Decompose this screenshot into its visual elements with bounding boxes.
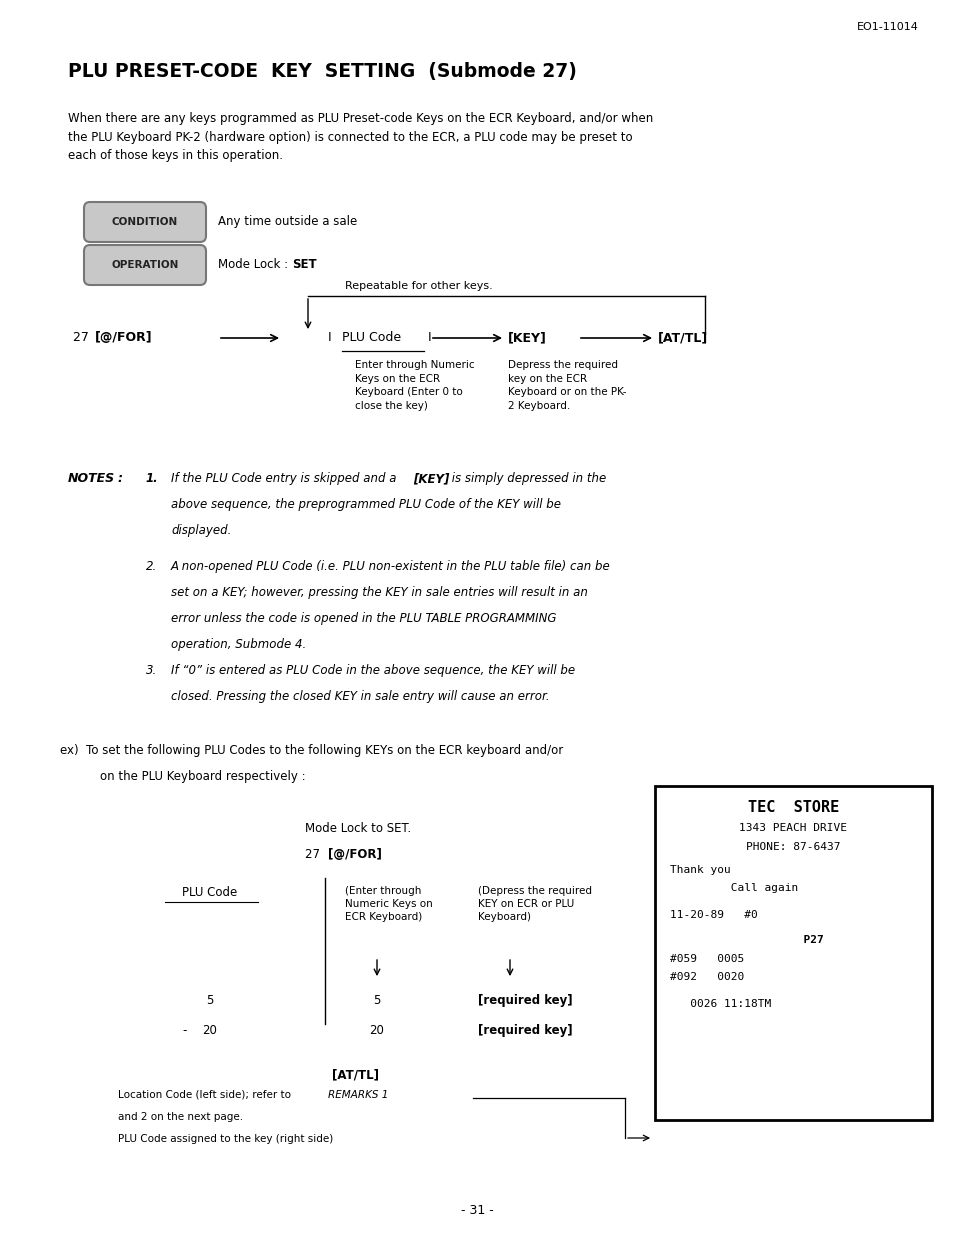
Text: PLU Code assigned to the key (right side): PLU Code assigned to the key (right side… bbox=[118, 1134, 333, 1144]
Text: EO1-11014: EO1-11014 bbox=[856, 22, 918, 32]
Text: above sequence, the preprogrammed PLU Code of the KEY will be: above sequence, the preprogrammed PLU Co… bbox=[171, 498, 560, 510]
Text: PHONE: 87-6437: PHONE: 87-6437 bbox=[745, 843, 840, 852]
Text: Mode Lock :: Mode Lock : bbox=[218, 259, 292, 271]
Text: Mode Lock to SET.: Mode Lock to SET. bbox=[305, 821, 411, 835]
Text: [required key]: [required key] bbox=[477, 994, 572, 1007]
Text: - 31 -: - 31 - bbox=[460, 1204, 493, 1217]
Text: 27: 27 bbox=[305, 847, 323, 861]
Text: SET: SET bbox=[292, 259, 316, 271]
Text: :: : bbox=[118, 472, 128, 484]
Text: on the PLU Keyboard respectively :: on the PLU Keyboard respectively : bbox=[100, 769, 305, 783]
Text: [AT/TL]: [AT/TL] bbox=[658, 332, 707, 344]
Text: -: - bbox=[182, 1023, 186, 1037]
Text: NOTES: NOTES bbox=[68, 472, 115, 484]
Text: [AT/TL]: [AT/TL] bbox=[332, 1068, 378, 1080]
Text: (Depress the required
KEY on ECR or PLU
Keyboard): (Depress the required KEY on ECR or PLU … bbox=[477, 886, 592, 922]
Text: Depress the required
key on the ECR
Keyboard or on the PK-
2 Keyboard.: Depress the required key on the ECR Keyb… bbox=[507, 361, 626, 411]
Text: TEC  STORE: TEC STORE bbox=[747, 800, 839, 815]
Text: 1343 PEACH DRIVE: 1343 PEACH DRIVE bbox=[739, 823, 846, 833]
Text: #092   0020: #092 0020 bbox=[669, 973, 743, 983]
Text: PLU PRESET-CODE  KEY  SETTING  (Submode 27): PLU PRESET-CODE KEY SETTING (Submode 27) bbox=[68, 62, 577, 81]
Text: OPERATION: OPERATION bbox=[112, 260, 178, 270]
Text: Repeatable for other keys.: Repeatable for other keys. bbox=[345, 281, 493, 291]
Text: PLU Code: PLU Code bbox=[182, 886, 237, 900]
FancyBboxPatch shape bbox=[84, 202, 206, 242]
Text: [@/FOR]: [@/FOR] bbox=[95, 332, 152, 344]
Text: 1.: 1. bbox=[146, 472, 158, 484]
Text: 20: 20 bbox=[202, 1023, 217, 1037]
Text: set on a KEY; however, pressing the KEY in sale entries will result in an: set on a KEY; however, pressing the KEY … bbox=[171, 586, 587, 598]
Text: If the PLU Code entry is skipped and a: If the PLU Code entry is skipped and a bbox=[171, 472, 400, 484]
Text: [required key]: [required key] bbox=[477, 1023, 572, 1037]
Text: operation, Submode 4.: operation, Submode 4. bbox=[171, 638, 306, 650]
Text: P27: P27 bbox=[762, 935, 823, 945]
Text: error unless the code is opened in the PLU TABLE PROGRAMMING: error unless the code is opened in the P… bbox=[171, 612, 556, 624]
Text: closed. Pressing the closed KEY in sale entry will cause an error.: closed. Pressing the closed KEY in sale … bbox=[171, 690, 549, 703]
Text: 3.: 3. bbox=[146, 664, 157, 676]
Text: 5: 5 bbox=[206, 994, 213, 1007]
Text: ex)  To set the following PLU Codes to the following KEYs on the ECR keyboard an: ex) To set the following PLU Codes to th… bbox=[60, 743, 562, 757]
Text: 2.: 2. bbox=[146, 560, 157, 572]
Text: [KEY]: [KEY] bbox=[413, 472, 449, 484]
Text: I: I bbox=[423, 332, 431, 344]
Text: 0026 11:18TM: 0026 11:18TM bbox=[669, 1000, 770, 1010]
Text: and 2 on the next page.: and 2 on the next page. bbox=[118, 1111, 243, 1123]
Text: CONDITION: CONDITION bbox=[112, 217, 178, 227]
Bar bbox=[655, 786, 931, 1120]
Text: 11-20-89   #0: 11-20-89 #0 bbox=[669, 911, 757, 921]
Text: [@/FOR]: [@/FOR] bbox=[328, 847, 381, 861]
Text: If “0” is entered as PLU Code in the above sequence, the KEY will be: If “0” is entered as PLU Code in the abo… bbox=[171, 664, 575, 676]
Text: [KEY]: [KEY] bbox=[507, 332, 546, 344]
Text: A non-opened PLU Code (i.e. PLU non-existent in the PLU table file) can be: A non-opened PLU Code (i.e. PLU non-exis… bbox=[171, 560, 610, 572]
Text: Call again: Call again bbox=[669, 883, 798, 893]
Text: Location Code (left side); refer to: Location Code (left side); refer to bbox=[118, 1090, 294, 1100]
Text: displayed.: displayed. bbox=[171, 524, 232, 536]
Text: I: I bbox=[328, 332, 335, 344]
Text: is simply depressed in the: is simply depressed in the bbox=[448, 472, 605, 484]
Text: REMARKS 1: REMARKS 1 bbox=[328, 1090, 388, 1100]
Text: PLU Code: PLU Code bbox=[341, 332, 400, 344]
Text: 27: 27 bbox=[73, 332, 92, 344]
Text: 20: 20 bbox=[369, 1023, 384, 1037]
Text: Thank you: Thank you bbox=[669, 865, 730, 875]
Text: When there are any keys programmed as PLU Preset-code Keys on the ECR Keyboard, : When there are any keys programmed as PL… bbox=[68, 112, 653, 162]
Text: 5: 5 bbox=[373, 994, 380, 1007]
Text: #059   0005: #059 0005 bbox=[669, 954, 743, 964]
FancyBboxPatch shape bbox=[84, 245, 206, 285]
Text: Enter through Numeric
Keys on the ECR
Keyboard (Enter 0 to
close the key): Enter through Numeric Keys on the ECR Ke… bbox=[355, 361, 475, 411]
Text: Any time outside a sale: Any time outside a sale bbox=[218, 216, 356, 228]
Text: (Enter through
Numeric Keys on
ECR Keyboard): (Enter through Numeric Keys on ECR Keybo… bbox=[345, 886, 433, 922]
